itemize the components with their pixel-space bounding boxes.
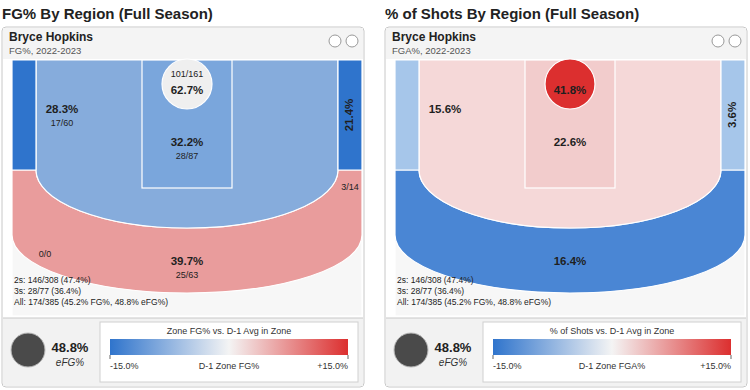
- zone: [395, 60, 745, 316]
- zone-count: 0/0: [39, 249, 52, 259]
- zone-count: 17/60: [51, 118, 74, 128]
- zone: [36, 60, 338, 228]
- player-avatar: [394, 333, 428, 367]
- colorbar-frame: [100, 322, 358, 382]
- colorbar-tick: [493, 355, 494, 359]
- colorbar-label: D-1 Zone FG%: [199, 361, 260, 371]
- player-name: Bryce Hopkins: [392, 30, 476, 44]
- colorbar-frame: [483, 322, 741, 382]
- summary-line: All: 174/385 (45.2% FG%, 48.8% eFG%): [14, 297, 168, 307]
- efg-value: 48.8%: [52, 340, 89, 355]
- zone-value: 3.6%: [726, 102, 738, 128]
- colorbar-tick-label: -15.0%: [493, 361, 522, 371]
- caption: FGA%, 2022-2023: [392, 45, 471, 56]
- colorbar-title: Zone FG% vs. D-1 Avg in Zone: [167, 326, 291, 336]
- chart-title: % of Shots By Region (Full Season): [385, 5, 639, 22]
- player-avatar: [11, 333, 45, 367]
- zone: [12, 60, 362, 316]
- colorbar: [493, 339, 731, 355]
- toggle-icon: [329, 35, 341, 47]
- summary-line: 2s: 146/308 (47.4%): [397, 275, 474, 285]
- header-band: [386, 28, 746, 59]
- summary-line: 3s: 28/77 (36.4%): [14, 286, 81, 296]
- colorbar-label: D-1 Zone FGA%: [579, 361, 646, 371]
- zone-value: 62.7%: [171, 84, 204, 96]
- colorbar-title: % of Shots vs. D-1 Avg in Zone: [550, 326, 674, 336]
- zone-value: 32.2%: [171, 136, 204, 148]
- panel-frame: [385, 27, 747, 387]
- info-icon: [729, 35, 741, 47]
- summary-line: 3s: 28/77 (36.4%): [397, 286, 464, 296]
- player-name: Bryce Hopkins: [9, 30, 93, 44]
- summary-line: 2s: 146/308 (47.4%): [14, 275, 91, 285]
- panel: % of Shots By Region (Full Season) Bryce …: [385, 5, 747, 387]
- colorbar-tick-label: -15.0%: [110, 361, 139, 371]
- efg-label: eFG%: [439, 357, 467, 368]
- caption: FG%, 2022-2023: [9, 45, 81, 56]
- zone-count: 28/87: [176, 151, 199, 161]
- court: [12, 59, 362, 316]
- zone: [525, 60, 615, 188]
- zone-value: 15.6%: [429, 103, 462, 115]
- header-band: [3, 28, 363, 59]
- zone-value: 22.6%: [554, 136, 587, 148]
- zone-value: 21.4%: [343, 99, 355, 132]
- zone-count: 101/161: [171, 69, 204, 79]
- zone-count: 25/63: [176, 270, 199, 280]
- zone: [142, 60, 232, 188]
- panel-frame: [2, 27, 364, 387]
- zone: [162, 59, 212, 109]
- colorbar-tick: [348, 355, 349, 359]
- zone-value: 28.3%: [46, 103, 79, 115]
- footer-band: [3, 318, 363, 386]
- zone-value: 39.7%: [171, 255, 204, 267]
- efg-label: eFG%: [56, 357, 84, 368]
- summary-line: All: 174/385 (45.2% FG%, 48.8% eFG%): [397, 297, 551, 307]
- zone: [419, 60, 721, 228]
- chart-title: FG% By Region (Full Season): [2, 5, 213, 22]
- colorbar-tick: [731, 355, 732, 359]
- footer-rule: [386, 318, 746, 319]
- page: FG% By Region (Full Season) Bryce Hopkins…: [0, 0, 750, 390]
- colorbar: [110, 339, 348, 355]
- efg-value: 48.8%: [435, 340, 472, 355]
- zone-value: 16.4%: [554, 255, 587, 267]
- footer-rule: [3, 318, 363, 319]
- court: [395, 59, 745, 316]
- colorbar-tick-label: +15.0%: [700, 361, 731, 371]
- zone: [545, 59, 595, 109]
- toggle-icon: [712, 35, 724, 47]
- colorbar-tick-label: +15.0%: [317, 361, 348, 371]
- zone-value: 41.8%: [554, 84, 587, 96]
- zone-count: 3/14: [341, 182, 359, 192]
- panel: FG% By Region (Full Season) Bryce Hopkins…: [2, 5, 364, 387]
- colorbar-tick: [110, 355, 111, 359]
- info-icon: [346, 35, 358, 47]
- footer-band: [386, 318, 746, 386]
